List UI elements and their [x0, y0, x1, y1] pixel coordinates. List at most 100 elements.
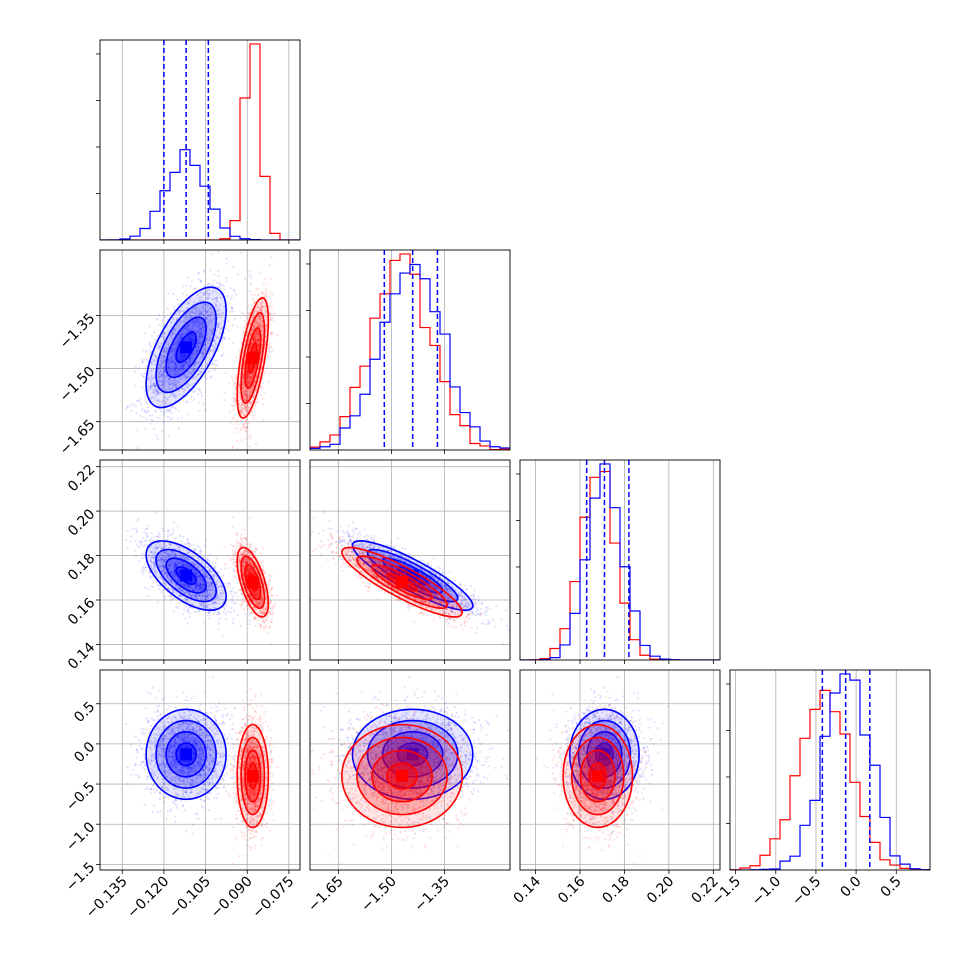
scatter-point — [182, 364, 185, 367]
scatter-point — [248, 560, 251, 563]
scatter-point — [210, 333, 213, 336]
scatter-point — [252, 312, 255, 315]
scatter-point — [185, 312, 188, 315]
scatter-point — [252, 371, 255, 374]
scatter-point — [158, 324, 161, 327]
scatter-point — [205, 316, 208, 319]
scatter-point — [192, 338, 195, 341]
scatter-point — [199, 391, 202, 394]
scatter-point — [260, 302, 263, 305]
scatter-point — [188, 338, 191, 341]
scatter-point — [246, 567, 249, 570]
scatter-point — [218, 281, 221, 285]
scatter-point — [163, 399, 166, 402]
scatter-point — [251, 591, 254, 594]
scatter-point — [209, 336, 212, 339]
scatter-point — [258, 599, 262, 602]
scatter-point — [188, 324, 191, 327]
scatter-point — [179, 336, 182, 340]
scatter-point — [156, 389, 159, 392]
scatter-point — [175, 385, 178, 388]
scatter-point — [201, 336, 204, 339]
scatter-point — [144, 427, 147, 430]
scatter-point — [238, 348, 242, 352]
scatter-point — [263, 278, 266, 281]
scatter-point — [252, 328, 255, 331]
scatter-point — [234, 428, 237, 431]
scatter-point — [248, 561, 251, 564]
scatter-point — [246, 561, 249, 564]
scatter-point — [273, 312, 276, 315]
scatter-point — [256, 315, 260, 318]
scatter-point — [256, 592, 260, 596]
scatter-point — [173, 367, 177, 371]
scatter-point — [178, 376, 181, 379]
scatter-point — [243, 408, 246, 411]
scatter-point — [171, 348, 175, 351]
scatter-point — [193, 287, 197, 291]
scatter-point — [169, 334, 173, 337]
scatter-point — [239, 543, 242, 546]
scatter-point — [242, 381, 245, 384]
scatter-point — [238, 558, 241, 561]
scatter-point — [251, 337, 255, 340]
scatter-point — [202, 349, 205, 353]
scatter-point — [150, 374, 153, 377]
scatter-point — [166, 409, 169, 412]
scatter-point — [157, 375, 160, 379]
scatter-point — [268, 590, 272, 593]
panel-frame — [99, 39, 301, 241]
histogram-line — [310, 253, 510, 450]
scatter-point — [248, 381, 251, 384]
scatter-point — [202, 348, 206, 351]
scatter-point — [186, 360, 190, 363]
scatter-point — [189, 335, 192, 338]
scatter-point — [180, 364, 183, 367]
scatter-point — [192, 340, 196, 343]
scatter-point — [147, 377, 150, 380]
scatter-point — [245, 383, 249, 386]
scatter-point — [248, 592, 251, 596]
scatter-point — [197, 318, 200, 321]
scatter-point — [207, 320, 210, 323]
scatter-point — [243, 528, 246, 531]
scatter-point — [257, 338, 260, 342]
scatter-point — [166, 398, 169, 401]
scatter-point — [162, 373, 165, 376]
scatter-point — [181, 354, 184, 358]
scatter-point — [177, 339, 181, 343]
scatter-point — [265, 607, 268, 610]
scatter-point — [257, 380, 260, 384]
scatter-point — [260, 326, 263, 330]
scatter-point — [259, 580, 262, 583]
scatter-point — [248, 376, 252, 379]
scatter-point — [255, 592, 258, 595]
scatter-point — [253, 309, 256, 312]
scatter-point — [246, 374, 249, 377]
scatter-point — [211, 320, 214, 323]
scatter-point — [233, 550, 237, 554]
scatter-point — [162, 335, 165, 339]
scatter-point — [165, 402, 168, 405]
scatter-point — [249, 283, 252, 286]
scatter-point — [163, 354, 166, 357]
scatter-point — [241, 378, 245, 381]
scatter-point — [246, 366, 249, 370]
scatter-point — [204, 349, 208, 352]
scatter-point — [250, 611, 253, 614]
scatter-point — [153, 363, 157, 366]
scatter-point — [254, 337, 257, 340]
scatter-point — [206, 297, 209, 300]
scatter-point — [252, 407, 256, 410]
scatter-point — [219, 284, 222, 287]
scatter-point — [176, 370, 179, 373]
scatter-point — [234, 293, 237, 296]
scatter-point — [189, 356, 192, 360]
scatter-point — [181, 332, 184, 336]
y-tick-label: −1.35 — [57, 311, 99, 353]
scatter-point — [185, 317, 188, 321]
scatter-point — [268, 610, 271, 613]
scatter-point — [230, 375, 233, 378]
scatter-point — [253, 381, 256, 384]
scatter-point — [248, 382, 251, 385]
